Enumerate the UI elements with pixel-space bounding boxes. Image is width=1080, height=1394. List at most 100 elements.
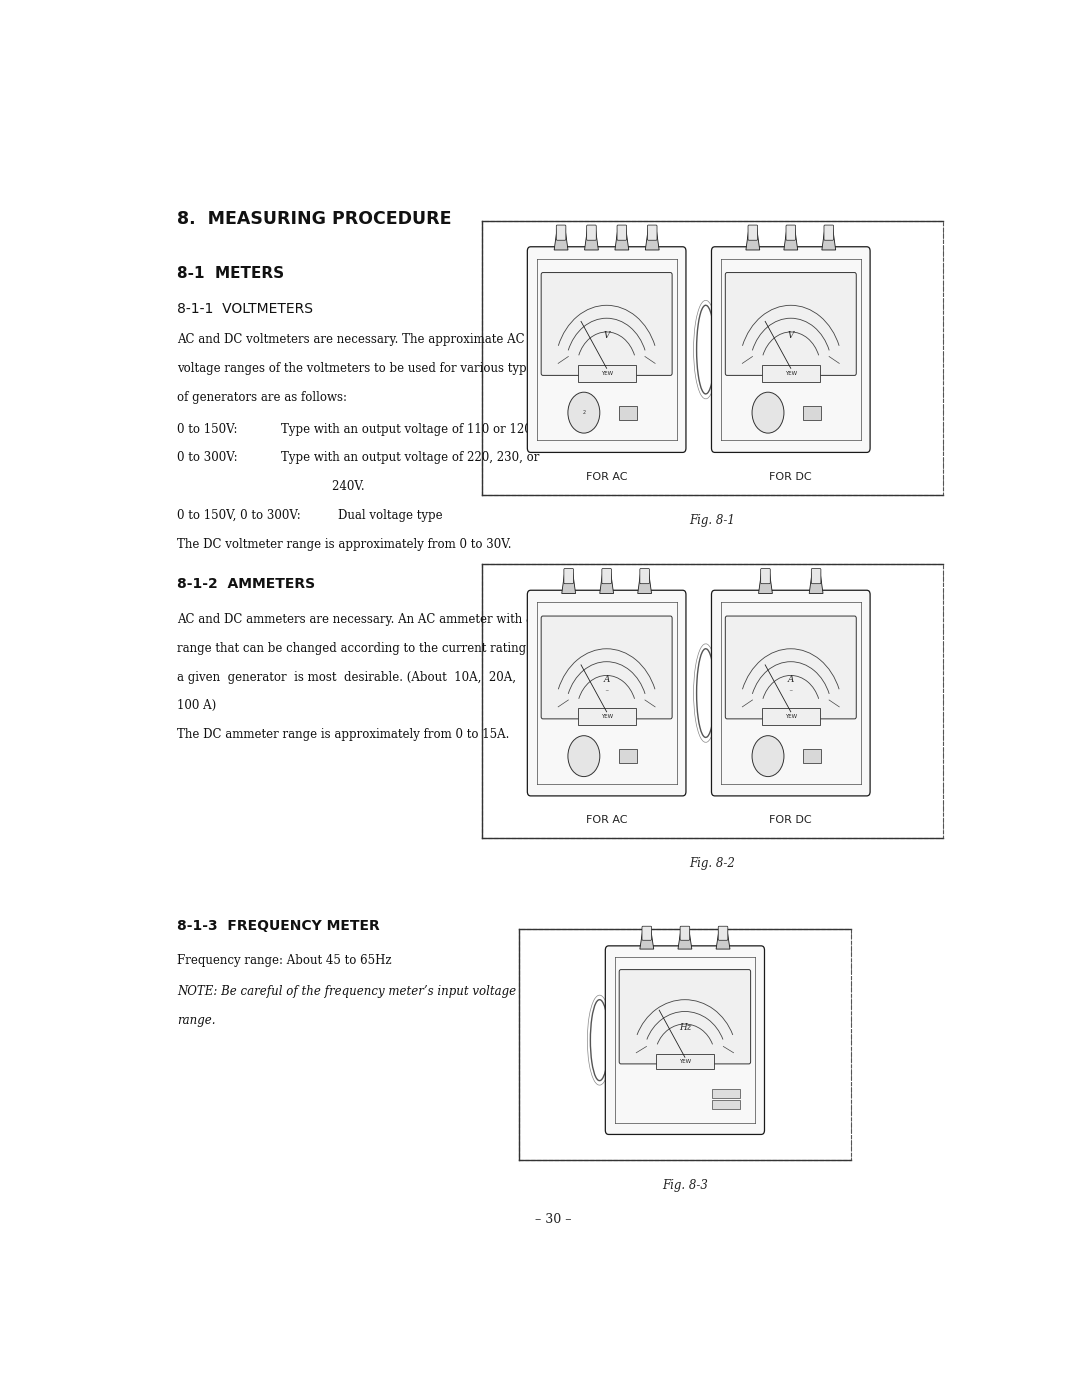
FancyBboxPatch shape — [712, 590, 870, 796]
Polygon shape — [615, 229, 629, 250]
Text: 8-1-3  FREQUENCY METER: 8-1-3 FREQUENCY METER — [177, 919, 379, 933]
Text: ~: ~ — [788, 689, 793, 694]
Text: of generators are as follows:: of generators are as follows: — [177, 390, 347, 404]
Text: 8-1-2  AMMETERS: 8-1-2 AMMETERS — [177, 577, 315, 591]
Bar — [578, 708, 635, 725]
Text: Frequency range: About 45 to 65Hz: Frequency range: About 45 to 65Hz — [177, 955, 391, 967]
Text: 240V.: 240V. — [302, 481, 365, 493]
Bar — [761, 708, 820, 725]
Circle shape — [568, 736, 599, 776]
Text: Fig. 8-3: Fig. 8-3 — [662, 1179, 707, 1192]
Text: FOR AC: FOR AC — [585, 473, 627, 482]
FancyBboxPatch shape — [642, 926, 651, 940]
Text: FOR DC: FOR DC — [769, 815, 812, 825]
Polygon shape — [716, 930, 730, 949]
Bar — [656, 1054, 714, 1069]
FancyBboxPatch shape — [527, 590, 686, 796]
Circle shape — [752, 736, 784, 776]
Text: 8-1-1  VOLTMETERS: 8-1-1 VOLTMETERS — [177, 301, 313, 315]
Text: YEW: YEW — [785, 371, 797, 376]
FancyBboxPatch shape — [639, 569, 649, 584]
Polygon shape — [678, 930, 692, 949]
FancyBboxPatch shape — [564, 569, 573, 584]
Text: 8-1  METERS: 8-1 METERS — [177, 266, 284, 280]
Polygon shape — [554, 229, 568, 250]
Text: YEW: YEW — [600, 371, 612, 376]
Bar — [483, 565, 943, 838]
Text: YEW: YEW — [600, 714, 612, 719]
Bar — [802, 749, 821, 763]
Bar — [713, 1089, 740, 1097]
Text: 2: 2 — [582, 410, 585, 415]
Circle shape — [752, 392, 784, 434]
Bar — [619, 406, 637, 420]
FancyBboxPatch shape — [748, 224, 757, 240]
FancyBboxPatch shape — [556, 224, 566, 240]
FancyBboxPatch shape — [786, 224, 796, 240]
FancyBboxPatch shape — [619, 970, 751, 1064]
Polygon shape — [562, 572, 576, 594]
FancyBboxPatch shape — [824, 224, 834, 240]
Text: Type with an output voltage of 110 or 120V: Type with an output voltage of 110 or 12… — [282, 422, 541, 436]
Polygon shape — [822, 229, 836, 250]
Bar — [713, 1100, 740, 1108]
Text: FOR AC: FOR AC — [585, 815, 627, 825]
Polygon shape — [584, 229, 598, 250]
FancyBboxPatch shape — [541, 616, 672, 719]
Polygon shape — [646, 229, 659, 250]
Bar — [802, 406, 821, 420]
Text: The DC ammeter range is approximately from 0 to 15A.: The DC ammeter range is approximately fr… — [177, 728, 510, 742]
Bar — [619, 749, 637, 763]
Text: AC and DC voltmeters are necessary. The approximate AC: AC and DC voltmeters are necessary. The … — [177, 333, 525, 346]
Polygon shape — [637, 572, 651, 594]
Text: The DC voltmeter range is approximately from 0 to 30V.: The DC voltmeter range is approximately … — [177, 538, 511, 551]
Circle shape — [568, 392, 599, 434]
Text: a given  generator  is most  desirable. (About  10A,  20A,: a given generator is most desirable. (Ab… — [177, 671, 516, 683]
Polygon shape — [746, 229, 759, 250]
Text: Type with an output voltage of 220, 230, or: Type with an output voltage of 220, 230,… — [282, 452, 540, 464]
Text: V: V — [787, 332, 794, 340]
Text: AC and DC ammeters are necessary. An AC ammeter with a: AC and DC ammeters are necessary. An AC … — [177, 613, 532, 626]
FancyBboxPatch shape — [647, 224, 657, 240]
Text: range.: range. — [177, 1013, 215, 1027]
Text: Dual voltage type: Dual voltage type — [338, 509, 442, 523]
Text: range that can be changed according to the current rating of: range that can be changed according to t… — [177, 641, 541, 655]
Bar — [761, 365, 820, 382]
FancyBboxPatch shape — [541, 273, 672, 375]
FancyBboxPatch shape — [760, 569, 770, 584]
Text: A: A — [604, 675, 610, 684]
FancyBboxPatch shape — [605, 947, 765, 1135]
Bar — [519, 930, 851, 1160]
FancyBboxPatch shape — [726, 273, 856, 375]
Text: NOTE: Be careful of the frequency meter’s input voltage: NOTE: Be careful of the frequency meter’… — [177, 986, 516, 998]
FancyBboxPatch shape — [617, 224, 626, 240]
Polygon shape — [639, 930, 653, 949]
Polygon shape — [599, 572, 613, 594]
Text: Fig. 8-1: Fig. 8-1 — [690, 514, 735, 527]
Bar — [483, 220, 943, 495]
Text: Fig. 8-2: Fig. 8-2 — [690, 857, 735, 870]
Text: voltage ranges of the voltmeters to be used for various types: voltage ranges of the voltmeters to be u… — [177, 362, 540, 375]
Text: Hz: Hz — [678, 1023, 691, 1032]
FancyBboxPatch shape — [527, 247, 686, 453]
Text: YEW: YEW — [785, 714, 797, 719]
FancyBboxPatch shape — [680, 926, 690, 940]
Text: V: V — [604, 332, 610, 340]
FancyBboxPatch shape — [712, 247, 870, 453]
Polygon shape — [758, 572, 772, 594]
Text: 0 to 150V:: 0 to 150V: — [177, 422, 238, 436]
Text: ~: ~ — [605, 689, 609, 694]
FancyBboxPatch shape — [726, 616, 856, 719]
FancyBboxPatch shape — [602, 569, 611, 584]
FancyBboxPatch shape — [811, 569, 821, 584]
FancyBboxPatch shape — [718, 926, 728, 940]
Text: A: A — [787, 675, 794, 684]
Text: 0 to 150V, 0 to 300V:: 0 to 150V, 0 to 300V: — [177, 509, 300, 523]
Bar — [578, 365, 635, 382]
Text: – 30 –: – 30 – — [536, 1213, 571, 1225]
Text: 8.  MEASURING PROCEDURE: 8. MEASURING PROCEDURE — [177, 210, 451, 229]
FancyBboxPatch shape — [586, 224, 596, 240]
Text: 100 A): 100 A) — [177, 700, 216, 712]
Polygon shape — [809, 572, 823, 594]
Text: YEW: YEW — [679, 1059, 691, 1064]
